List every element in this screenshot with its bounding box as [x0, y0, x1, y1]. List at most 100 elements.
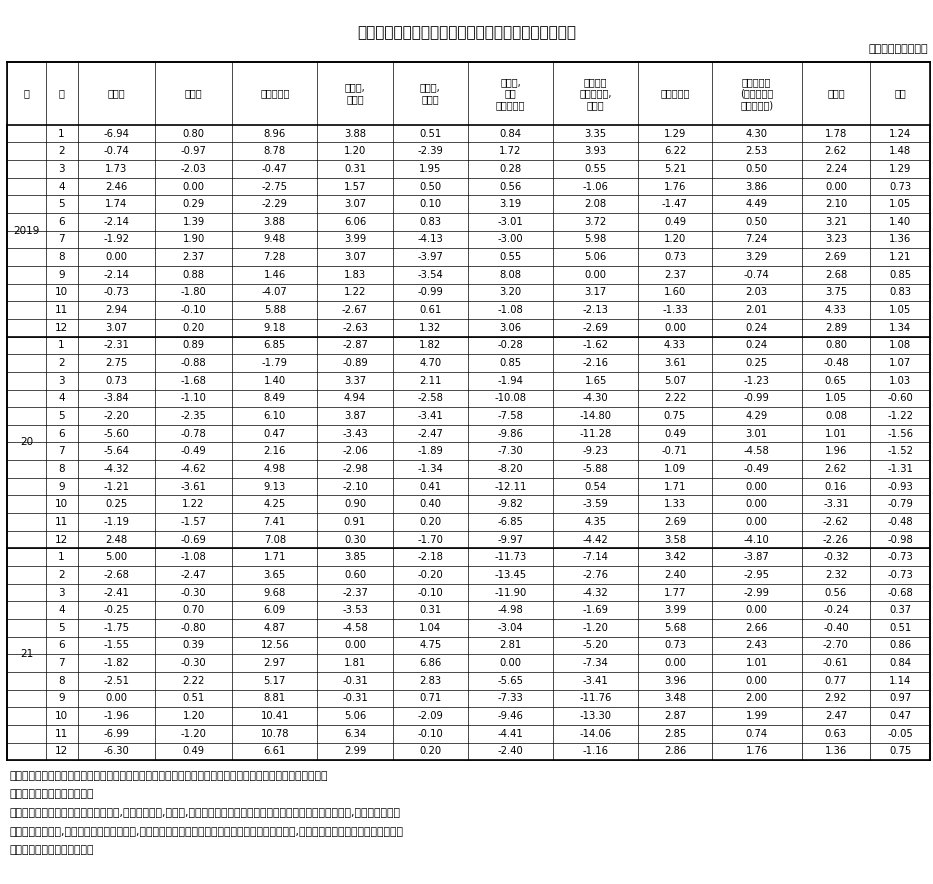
Text: 3.85: 3.85 — [344, 552, 366, 562]
Text: 2.01: 2.01 — [745, 305, 768, 315]
Text: -4.62: -4.62 — [181, 464, 206, 474]
Text: 0.00: 0.00 — [499, 659, 522, 668]
Text: 0.41: 0.41 — [419, 482, 441, 492]
Text: 6.22: 6.22 — [663, 146, 686, 156]
Text: 0.50: 0.50 — [419, 181, 441, 192]
Text: -0.89: -0.89 — [342, 358, 368, 368]
Text: 4.33: 4.33 — [664, 340, 686, 350]
Text: -11.76: -11.76 — [579, 693, 612, 704]
Text: -3.54: -3.54 — [417, 270, 443, 279]
Text: 2.37: 2.37 — [182, 252, 204, 263]
Text: 6.34: 6.34 — [344, 728, 366, 739]
Text: 1.65: 1.65 — [584, 376, 606, 385]
Text: 0.88: 0.88 — [183, 270, 204, 279]
Text: 0.28: 0.28 — [499, 164, 522, 174]
Text: -7.33: -7.33 — [497, 693, 523, 704]
Text: 6.86: 6.86 — [419, 659, 441, 668]
Text: 2.94: 2.94 — [105, 305, 128, 315]
Text: -4.42: -4.42 — [583, 535, 608, 545]
Text: -0.71: -0.71 — [662, 446, 688, 456]
Text: 2.75: 2.75 — [105, 358, 128, 368]
Text: 1.57: 1.57 — [343, 181, 366, 192]
Text: 3.37: 3.37 — [344, 376, 366, 385]
Text: 2.40: 2.40 — [664, 570, 686, 580]
Text: 3.19: 3.19 — [499, 199, 522, 210]
Text: -3.97: -3.97 — [417, 252, 443, 263]
Text: 2.08: 2.08 — [585, 199, 606, 210]
Text: -5.88: -5.88 — [583, 464, 608, 474]
Text: -1.56: -1.56 — [887, 429, 913, 438]
Text: 6.85: 6.85 — [264, 340, 285, 350]
Text: -2.87: -2.87 — [342, 340, 368, 350]
Text: 1.36: 1.36 — [825, 746, 847, 757]
Text: -0.10: -0.10 — [417, 728, 443, 739]
Text: 1.01: 1.01 — [825, 429, 847, 438]
Text: 運輸業,
郵便業: 運輸業, 郵便業 — [344, 82, 366, 104]
Text: -3.04: -3.04 — [497, 623, 523, 633]
Text: -0.73: -0.73 — [887, 570, 913, 580]
Text: 3.99: 3.99 — [663, 606, 686, 615]
Text: -9.86: -9.86 — [497, 429, 523, 438]
Text: 0.47: 0.47 — [889, 711, 912, 721]
Text: 0.77: 0.77 — [825, 675, 847, 686]
Text: 12: 12 — [55, 535, 68, 545]
Text: 1.48: 1.48 — [889, 146, 912, 156]
Text: 0.00: 0.00 — [105, 693, 127, 704]
Text: -4.32: -4.32 — [104, 464, 129, 474]
Text: 6: 6 — [58, 217, 65, 227]
Text: -1.16: -1.16 — [583, 746, 608, 757]
Text: 1.03: 1.03 — [889, 376, 912, 385]
Text: 21: 21 — [20, 650, 34, 659]
Text: 医療，福祉: 医療，福祉 — [661, 88, 689, 98]
Text: 8.96: 8.96 — [264, 128, 285, 139]
Text: 1.46: 1.46 — [264, 270, 285, 279]
Text: 3: 3 — [58, 588, 65, 598]
Text: 8.81: 8.81 — [264, 693, 285, 704]
Text: -2.10: -2.10 — [342, 482, 368, 492]
Text: -0.20: -0.20 — [417, 570, 443, 580]
Text: 0.83: 0.83 — [889, 287, 912, 297]
Text: 2: 2 — [58, 146, 65, 156]
Text: 1.74: 1.74 — [105, 199, 128, 210]
Text: 9: 9 — [58, 693, 65, 704]
Text: 0.65: 0.65 — [825, 376, 847, 385]
Text: 2.03: 2.03 — [745, 287, 768, 297]
Text: 0.00: 0.00 — [745, 482, 768, 492]
Text: -1.22: -1.22 — [887, 411, 913, 421]
Text: 2: 2 — [58, 570, 65, 580]
Text: -13.30: -13.30 — [579, 711, 612, 721]
Text: 3.86: 3.86 — [745, 181, 768, 192]
Text: 0.97: 0.97 — [889, 693, 912, 704]
Text: 3.72: 3.72 — [585, 217, 606, 227]
Text: 6.06: 6.06 — [344, 217, 366, 227]
Text: -9.82: -9.82 — [497, 499, 523, 509]
Text: 1.81: 1.81 — [344, 659, 366, 668]
Text: -2.26: -2.26 — [823, 535, 849, 545]
Text: 7.08: 7.08 — [264, 535, 285, 545]
Text: 3.17: 3.17 — [585, 287, 606, 297]
Text: 1.72: 1.72 — [499, 146, 522, 156]
Text: 3.88: 3.88 — [344, 128, 366, 139]
Text: 6: 6 — [58, 641, 65, 651]
Text: -0.73: -0.73 — [104, 287, 129, 297]
Text: 0.73: 0.73 — [664, 641, 686, 651]
Text: 2.92: 2.92 — [825, 693, 847, 704]
Text: -3.41: -3.41 — [583, 675, 608, 686]
Text: 1.36: 1.36 — [889, 234, 912, 245]
Text: -1.82: -1.82 — [104, 659, 130, 668]
Text: 0.00: 0.00 — [344, 641, 366, 651]
Text: 1.04: 1.04 — [419, 623, 441, 633]
Text: 2.99: 2.99 — [343, 746, 366, 757]
Text: 1.99: 1.99 — [745, 711, 768, 721]
Text: 2.16: 2.16 — [263, 446, 285, 456]
Text: 5.07: 5.07 — [663, 376, 686, 385]
Text: -2.39: -2.39 — [417, 146, 443, 156]
Text: 0.85: 0.85 — [889, 270, 912, 279]
Text: 年: 年 — [23, 88, 30, 98]
Text: 0.51: 0.51 — [419, 128, 441, 139]
Text: -2.03: -2.03 — [181, 164, 206, 174]
Text: -2.41: -2.41 — [104, 588, 130, 598]
Text: （注）　１）数値は原数値。: （注） １）数値は原数値。 — [9, 789, 94, 799]
Text: 6.61: 6.61 — [263, 746, 285, 757]
Text: 0.63: 0.63 — [825, 728, 847, 739]
